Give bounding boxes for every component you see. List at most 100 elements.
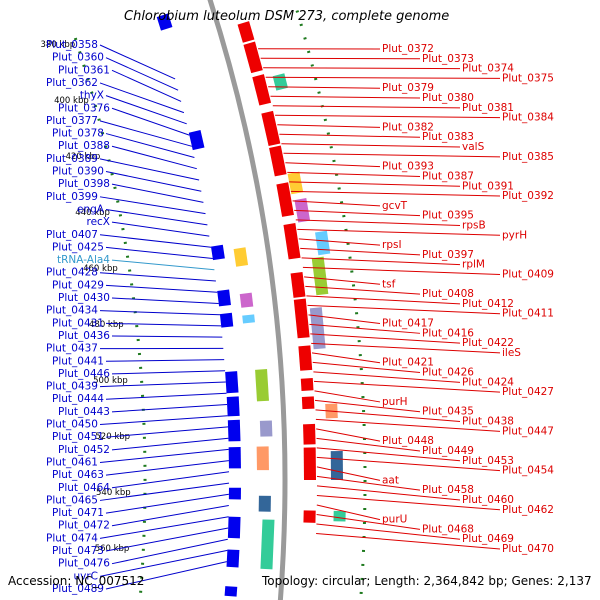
right-leader-line — [263, 67, 461, 70]
right-gene-label: pyrH — [502, 229, 527, 241]
right-leader-line — [316, 523, 461, 540]
right-leader-line — [277, 124, 381, 128]
right-gene-label: Plut_0395 — [422, 210, 474, 222]
left-leader-line — [111, 471, 230, 489]
right-leader-line — [316, 495, 501, 511]
left-gene-label: Plut_0388 — [58, 140, 110, 152]
scale-tick-label: 480 kbp — [89, 320, 124, 330]
left-leader-line — [111, 370, 226, 375]
left-gene-label: Plut_0361 — [58, 64, 110, 76]
left-gene-label: Plut_0378 — [52, 128, 104, 140]
right-gene-label: Plut_0385 — [502, 151, 554, 163]
left-leader-line — [111, 437, 229, 451]
left-gene-label: Plut_0425 — [52, 241, 104, 253]
left-gene-label: Plut_0431 — [52, 317, 104, 329]
category-feature — [255, 368, 269, 402]
scale-tick-label: 440 kbp — [75, 208, 110, 218]
right-leader-line — [279, 133, 421, 138]
reverse-feature — [301, 396, 315, 410]
reverse-feature — [300, 378, 314, 391]
left-leader-line — [99, 516, 229, 539]
right-gene-label: Plut_0374 — [462, 63, 514, 75]
left-leader-line — [105, 284, 218, 293]
left-gene-label: Plut_0436 — [58, 330, 110, 342]
scale-tick-label: 400 kbp — [54, 96, 89, 106]
reverse-feature — [303, 423, 316, 445]
left-leader-line — [105, 493, 229, 514]
right-gene-label: Plut_0381 — [462, 102, 514, 114]
right-leader-line — [316, 514, 421, 530]
left-gene-label: Plut_0463 — [52, 469, 104, 481]
reverse-feature — [290, 271, 306, 298]
right-gene-label: Plut_0379 — [382, 82, 434, 94]
scale-tick-label: 500 kbp — [93, 376, 128, 386]
forward-feature — [188, 130, 205, 151]
right-leader-line — [287, 171, 421, 177]
left-leader-line — [111, 183, 204, 203]
category-feature — [272, 73, 288, 91]
right-gene-label: Plut_0447 — [502, 425, 554, 437]
right-leader-line — [316, 437, 421, 452]
right-gene-label: Plut_0462 — [502, 504, 554, 516]
right-gene-label: Plut_0454 — [502, 465, 554, 477]
forward-feature — [226, 549, 240, 568]
category-feature — [260, 519, 275, 570]
right-gene-label: ileS — [502, 347, 521, 359]
genome-summary: Topology: circular; Length: 2,364,842 bp… — [262, 574, 592, 588]
left-gene-label: Plut_0358 — [46, 39, 98, 51]
left-gene-label: Plut_0474 — [46, 532, 98, 544]
right-leader-line — [268, 86, 381, 89]
right-leader-line — [316, 533, 501, 550]
right-gene-label: Plut_0458 — [422, 484, 474, 496]
right-leader-line — [297, 228, 501, 236]
left-leader-line — [99, 448, 229, 463]
left-leader-line — [105, 392, 227, 400]
reverse-feature — [298, 345, 313, 371]
right-leader-line — [304, 276, 381, 285]
left-gene-label: uvrC — [73, 570, 98, 582]
right-leader-line — [316, 466, 381, 481]
right-gene-label: Plut_0408 — [422, 288, 474, 300]
right-gene-label: Plut_0373 — [422, 53, 474, 65]
genome-title: Chlorobium luteolum DSM 273, complete ge… — [124, 9, 450, 24]
right-leader-line — [300, 247, 421, 256]
left-leader-line — [99, 415, 228, 426]
right-gene-label: Plut_0387 — [422, 170, 474, 182]
left-gene-label: Plut_0450 — [46, 419, 98, 431]
right-gene-label: Plut_0417 — [382, 318, 434, 330]
forward-feature — [228, 446, 241, 469]
reverse-feature — [261, 110, 281, 147]
right-leader-line — [295, 219, 461, 226]
forward-feature — [156, 13, 173, 31]
category-feature — [242, 314, 255, 324]
left-gene-label: Plut_0444 — [52, 393, 104, 405]
forward-feature — [228, 487, 241, 500]
reverse-feature — [252, 74, 272, 106]
right-gene-label: rplM — [462, 259, 485, 271]
left-gene-label: Plut_0389 — [46, 153, 98, 165]
right-gene-label: Plut_0409 — [502, 268, 554, 280]
forward-feature — [227, 419, 241, 442]
right-gene-label: Plut_0397 — [422, 249, 474, 261]
right-gene-label: Plut_0435 — [422, 406, 474, 418]
left-leader-line — [105, 322, 222, 327]
left-leader-line — [105, 426, 229, 438]
right-gene-label: Plut_0382 — [382, 121, 434, 133]
right-leader-line — [306, 295, 461, 305]
right-leader-line — [315, 418, 501, 432]
right-leader-line — [275, 114, 501, 119]
right-gene-label: Plut_0380 — [422, 92, 474, 104]
right-leader-line — [315, 409, 461, 423]
left-leader-line — [105, 57, 179, 91]
left-leader-line — [105, 527, 229, 552]
genome-backbone — [207, 0, 288, 600]
right-leader-line — [298, 238, 381, 246]
scale-tick-label: 540 kbp — [96, 488, 131, 498]
left-gene-label: engA — [77, 203, 105, 215]
right-gene-label: Plut_0438 — [462, 416, 514, 428]
forward-feature — [224, 586, 238, 597]
right-gene-label: Plut_0392 — [502, 190, 554, 202]
left-gene-label: Plut_0360 — [52, 52, 104, 64]
left-leader-line — [99, 482, 230, 501]
